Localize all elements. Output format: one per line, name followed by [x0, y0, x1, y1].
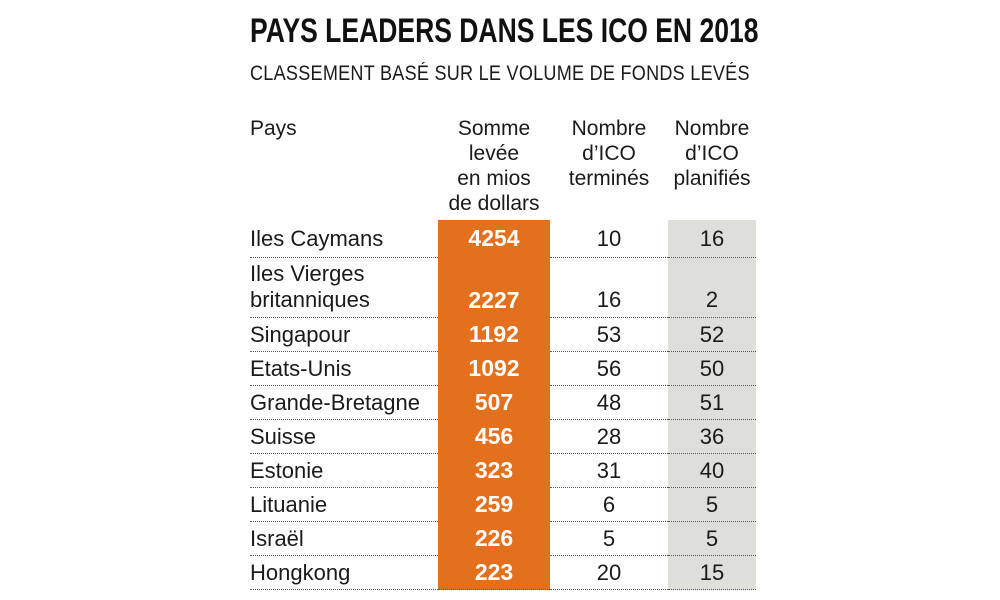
country-cell: Estonie [250, 454, 438, 488]
planifies-cell: 36 [668, 420, 756, 454]
planifies-cell: 16 [668, 220, 756, 258]
header-termines-line: d’ICO [582, 142, 636, 165]
termines-cell: 10 [550, 220, 668, 258]
somme-cell: 259 [438, 488, 550, 522]
table-row: Singapour 1192 53 52 [250, 318, 756, 352]
planifies-cell: 50 [668, 352, 756, 386]
header-somme-line: en mios [457, 167, 531, 190]
termines-cell: 56 [550, 352, 668, 386]
country-cell: Grande-Bretagne [250, 386, 438, 420]
header-termines-line: terminés [568, 167, 650, 190]
table-row: Israël 226 5 5 [250, 522, 756, 556]
table-row: Iles Vierges britanniques 2227 16 2 [250, 258, 756, 318]
country-cell: Singapour [250, 318, 438, 352]
planifies-cell: 5 [668, 488, 756, 522]
termines-cell: 6 [550, 488, 668, 522]
country-cell: Suisse [250, 420, 438, 454]
somme-cell: 1092 [438, 352, 550, 386]
table-row: Iles Caymans 4254 10 16 [250, 220, 756, 258]
somme-cell: 223 [438, 556, 550, 590]
country-cell: Iles Vierges britanniques [250, 258, 438, 318]
country-cell: Hongkong [250, 556, 438, 590]
header-pays: Pays [250, 117, 297, 140]
header-planifies-line: Nombre [674, 117, 750, 140]
somme-cell: 2227 [438, 258, 550, 318]
table-row: Grande-Bretagne 507 48 51 [250, 386, 756, 420]
termines-cell: 28 [550, 420, 668, 454]
header-somme-line: levée [468, 142, 520, 165]
planifies-cell: 51 [668, 386, 756, 420]
table-row: Etats-Unis 1092 56 50 [250, 352, 756, 386]
header-somme-line: Somme [457, 117, 531, 140]
planifies-cell: 15 [668, 556, 756, 590]
table-header-row: Pays Somme levée en mios de dollars Nomb… [250, 113, 756, 220]
country-cell: Israël [250, 522, 438, 556]
table-row: Lituanie 259 6 5 [250, 488, 756, 522]
ico-table: Pays Somme levée en mios de dollars Nomb… [250, 113, 756, 590]
country-cell: Etats-Unis [250, 352, 438, 386]
header-somme-line: de dollars [448, 192, 540, 215]
planifies-cell: 2 [668, 258, 756, 318]
termines-cell: 20 [550, 556, 668, 590]
planifies-cell: 52 [668, 318, 756, 352]
table-row: Hongkong 223 20 15 [250, 556, 756, 590]
termines-cell: 53 [550, 318, 668, 352]
planifies-cell: 40 [668, 454, 756, 488]
header-planifies: Nombre d’ICO planifiés [668, 113, 756, 220]
country-cell: Iles Caymans [250, 220, 438, 258]
header-planifies-line: planifiés [673, 167, 751, 190]
page-title: PAYS LEADERS DANS LES ICO EN 2018 [250, 12, 759, 50]
somme-cell: 1192 [438, 318, 550, 352]
header-termines: Nombre d’ICO terminés [550, 113, 668, 220]
somme-cell: 226 [438, 522, 550, 556]
header-planifies-line: d’ICO [685, 142, 739, 165]
termines-cell: 48 [550, 386, 668, 420]
somme-cell: 4254 [438, 220, 550, 258]
somme-cell: 456 [438, 420, 550, 454]
somme-cell: 323 [438, 454, 550, 488]
termines-cell: 16 [550, 258, 668, 318]
table-row: Estonie 323 31 40 [250, 454, 756, 488]
header-somme: Somme levée en mios de dollars [438, 113, 550, 220]
page-subtitle: CLASSEMENT BASÉ SUR LE VOLUME DE FONDS L… [250, 62, 750, 85]
planifies-cell: 5 [668, 522, 756, 556]
somme-cell: 507 [438, 386, 550, 420]
table-row: Suisse 456 28 36 [250, 420, 756, 454]
header-termines-line: Nombre [571, 117, 647, 140]
termines-cell: 5 [550, 522, 668, 556]
country-cell: Lituanie [250, 488, 438, 522]
termines-cell: 31 [550, 454, 668, 488]
